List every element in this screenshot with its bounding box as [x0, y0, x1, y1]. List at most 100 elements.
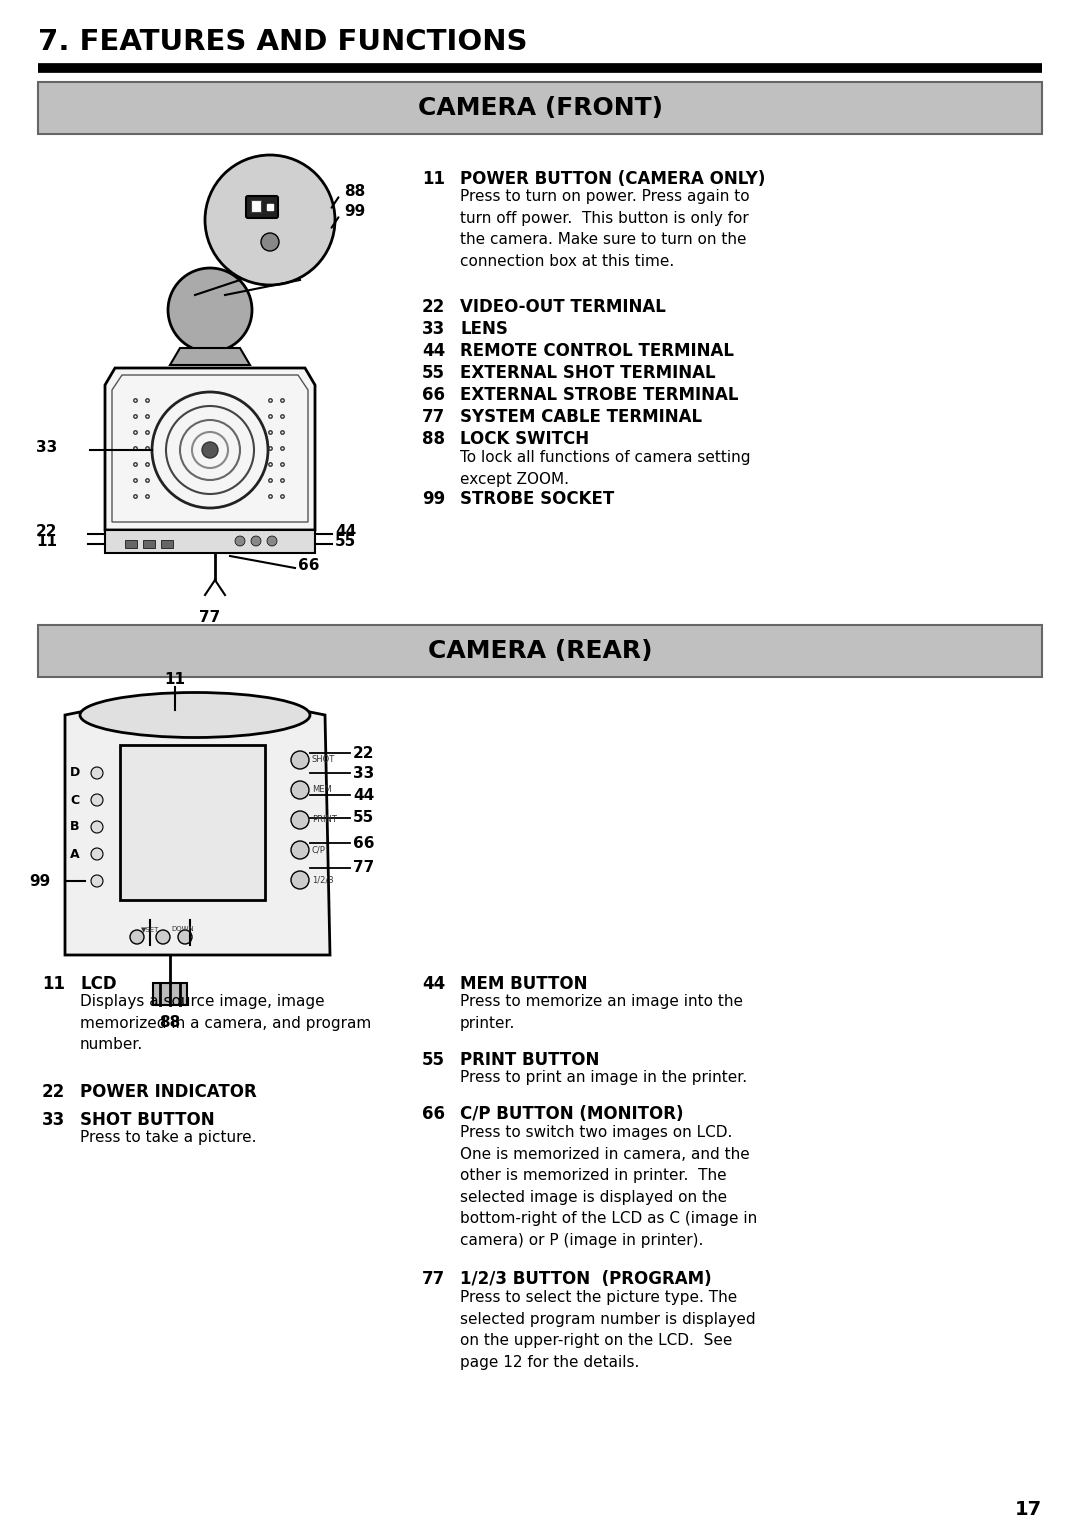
Circle shape: [291, 872, 309, 888]
Text: 17: 17: [1015, 1500, 1042, 1518]
Text: C/P: C/P: [312, 846, 326, 855]
Text: CAMERA (REAR): CAMERA (REAR): [428, 639, 652, 664]
Text: VIDEO-OUT TERMINAL: VIDEO-OUT TERMINAL: [460, 298, 666, 317]
Text: 66: 66: [422, 385, 445, 404]
Text: STROBE SOCKET: STROBE SOCKET: [460, 489, 615, 508]
Text: 22: 22: [422, 298, 445, 317]
Circle shape: [156, 930, 170, 943]
Text: 77: 77: [353, 861, 375, 876]
Text: D: D: [70, 766, 80, 780]
Text: LCD: LCD: [80, 976, 117, 992]
Text: LENS: LENS: [460, 320, 508, 338]
Polygon shape: [170, 349, 249, 365]
Circle shape: [291, 841, 309, 859]
Text: 44: 44: [335, 523, 356, 538]
Text: POWER INDICATOR: POWER INDICATOR: [80, 1083, 257, 1101]
Text: 22: 22: [36, 523, 57, 538]
Circle shape: [235, 537, 245, 546]
Text: 66: 66: [353, 835, 375, 850]
Polygon shape: [105, 368, 315, 531]
Text: MEM: MEM: [312, 786, 332, 795]
Text: 11: 11: [164, 673, 186, 687]
Text: 77: 77: [422, 1271, 445, 1287]
Text: 22: 22: [353, 746, 375, 760]
Polygon shape: [105, 531, 315, 553]
Bar: [143, 540, 156, 547]
Text: Press to select the picture type. The
selected program number is displayed
on th: Press to select the picture type. The se…: [460, 1290, 756, 1370]
Text: 66: 66: [298, 558, 320, 572]
Text: 55: 55: [422, 364, 445, 382]
Circle shape: [267, 537, 276, 546]
Text: ▼SET: ▼SET: [140, 927, 159, 933]
Text: C/P BUTTON (MONITOR): C/P BUTTON (MONITOR): [460, 1105, 684, 1122]
Text: SHOT: SHOT: [312, 755, 335, 764]
Text: LOCK SWITCH: LOCK SWITCH: [460, 430, 589, 448]
Bar: [125, 540, 137, 547]
Text: 7. FEATURES AND FUNCTIONS: 7. FEATURES AND FUNCTIONS: [38, 28, 527, 57]
Text: 55: 55: [422, 1050, 445, 1069]
Text: 11: 11: [42, 976, 65, 992]
FancyBboxPatch shape: [246, 196, 278, 219]
Text: 99: 99: [345, 203, 365, 219]
Bar: [153, 983, 187, 1005]
Text: 66: 66: [422, 1105, 445, 1122]
Text: EXTERNAL SHOT TERMINAL: EXTERNAL SHOT TERMINAL: [460, 364, 716, 382]
Text: 44: 44: [422, 342, 445, 359]
Text: 55: 55: [353, 810, 375, 826]
Text: 33: 33: [353, 766, 375, 780]
Text: MEM BUTTON: MEM BUTTON: [460, 976, 588, 992]
Text: 33: 33: [42, 1112, 65, 1128]
Circle shape: [91, 768, 103, 778]
Text: 99: 99: [422, 489, 445, 508]
Text: EXTERNAL STROBE TERMINAL: EXTERNAL STROBE TERMINAL: [460, 385, 739, 404]
Text: A: A: [70, 847, 80, 861]
Text: Press to print an image in the printer.: Press to print an image in the printer.: [460, 1070, 747, 1086]
Text: Press to memorize an image into the
printer.: Press to memorize an image into the prin…: [460, 994, 743, 1031]
Text: B: B: [70, 821, 80, 833]
Circle shape: [251, 537, 261, 546]
Text: 88: 88: [345, 183, 365, 199]
Circle shape: [202, 442, 218, 459]
Bar: [38, 625, 1042, 677]
Text: SHOT BUTTON: SHOT BUTTON: [80, 1112, 215, 1128]
Text: Press to take a picture.: Press to take a picture.: [80, 1130, 257, 1145]
Text: 99: 99: [29, 873, 50, 888]
Text: DOWN: DOWN: [172, 927, 194, 933]
Text: Press to switch two images on LCD.
One is memorized in camera, and the
other is : Press to switch two images on LCD. One i…: [460, 1125, 757, 1248]
Text: POWER BUTTON (CAMERA ONLY): POWER BUTTON (CAMERA ONLY): [460, 170, 766, 188]
Circle shape: [168, 268, 252, 352]
Text: 11: 11: [36, 534, 57, 549]
Text: 44: 44: [422, 976, 445, 992]
Bar: [251, 200, 261, 213]
Text: PRINT: PRINT: [312, 815, 337, 824]
Text: 22: 22: [42, 1083, 65, 1101]
Circle shape: [291, 810, 309, 829]
Text: SYSTEM CABLE TERMINAL: SYSTEM CABLE TERMINAL: [460, 408, 702, 427]
Circle shape: [291, 781, 309, 800]
Circle shape: [205, 154, 335, 284]
Circle shape: [91, 794, 103, 806]
Text: C: C: [70, 794, 79, 806]
Text: To lock all functions of camera setting
except ZOOM.: To lock all functions of camera setting …: [460, 450, 751, 486]
Text: REMOTE CONTROL TERMINAL: REMOTE CONTROL TERMINAL: [460, 342, 734, 359]
Text: Displays a source image, image
memorized in a camera, and program
number.: Displays a source image, image memorized…: [80, 994, 372, 1052]
Bar: [38, 83, 1042, 135]
Polygon shape: [65, 705, 330, 956]
Text: 33: 33: [36, 439, 57, 454]
Text: PRINT BUTTON: PRINT BUTTON: [460, 1050, 599, 1069]
Text: CAMERA (FRONT): CAMERA (FRONT): [418, 96, 662, 119]
Bar: [120, 745, 265, 901]
Text: 77: 77: [422, 408, 445, 427]
Text: 88: 88: [422, 430, 445, 448]
Text: 55: 55: [335, 534, 356, 549]
Text: 88: 88: [160, 1015, 180, 1031]
Circle shape: [261, 232, 279, 251]
Text: 33: 33: [422, 320, 445, 338]
Circle shape: [91, 849, 103, 859]
Bar: [161, 540, 173, 547]
Text: 11: 11: [422, 170, 445, 188]
Text: 1/2/3: 1/2/3: [312, 876, 334, 884]
Text: 44: 44: [353, 787, 375, 803]
Text: 77: 77: [200, 610, 220, 625]
Circle shape: [91, 875, 103, 887]
